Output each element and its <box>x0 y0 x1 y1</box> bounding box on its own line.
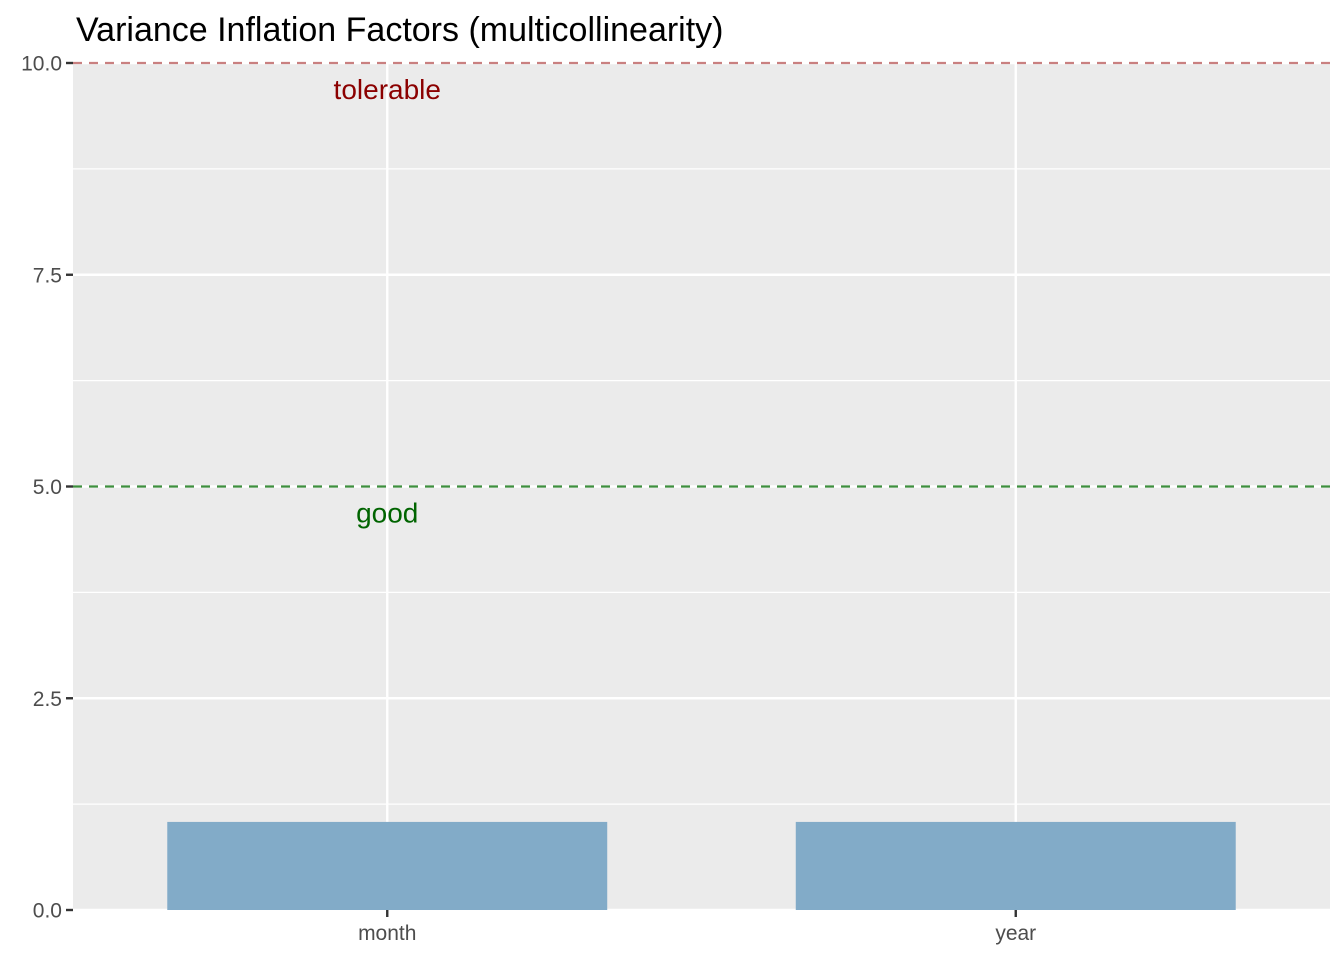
bars <box>167 821 1236 910</box>
bar-year <box>795 821 1236 910</box>
x-tick-label-year: year <box>995 922 1036 945</box>
y-axis: 0.0 2.5 5.0 7.5 10.0 <box>21 53 73 923</box>
y-tick-label: 0.0 <box>33 900 62 923</box>
y-tick-label: 7.5 <box>33 264 62 287</box>
y-tick-label: 5.0 <box>33 476 62 499</box>
y-tick-label: 10.0 <box>21 53 62 76</box>
minor-gridlines <box>73 168 1330 805</box>
reference-label-tolerable: tolerable <box>334 74 441 105</box>
reference-label-good: good <box>356 498 418 529</box>
x-axis: month year <box>358 910 1036 945</box>
chart-title: Variance Inflation Factors (multicolline… <box>76 11 724 49</box>
x-tick-label-month: month <box>358 922 416 945</box>
bar-month <box>167 821 608 910</box>
reference-lines: tolerable good <box>73 61 1330 529</box>
y-tick-label: 2.5 <box>33 688 62 711</box>
